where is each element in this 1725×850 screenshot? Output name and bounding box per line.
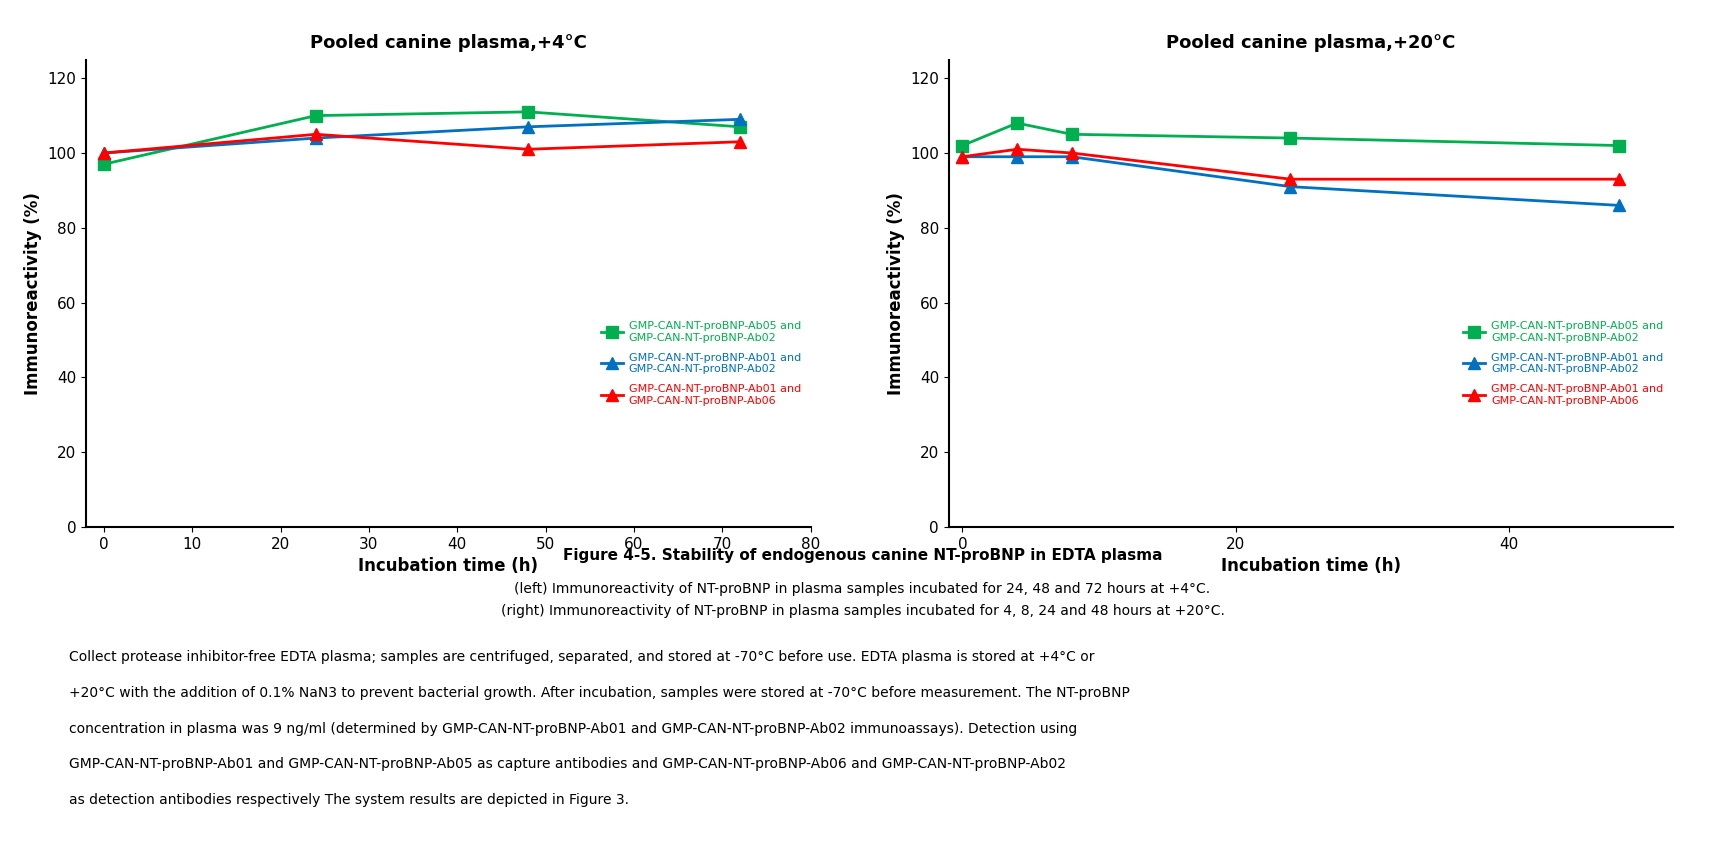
Title: Pooled canine plasma,+20°C: Pooled canine plasma,+20°C [1166,34,1456,53]
X-axis label: Incubation time (h): Incubation time (h) [359,558,538,575]
Text: GMP-CAN-NT-proBNP-Ab01 and GMP-CAN-NT-proBNP-Ab05 as capture antibodies and GMP-: GMP-CAN-NT-proBNP-Ab01 and GMP-CAN-NT-pr… [69,757,1066,771]
Text: (right) Immunoreactivity of NT-proBNP in plasma samples incubated for 4, 8, 24 a: (right) Immunoreactivity of NT-proBNP in… [500,604,1225,617]
Text: as detection antibodies respectively The system results are depicted in Figure 3: as detection antibodies respectively The… [69,793,630,807]
Y-axis label: Immunoreactivity (%): Immunoreactivity (%) [24,192,41,394]
Text: (left) Immunoreactivity of NT-proBNP in plasma samples incubated for 24, 48 and : (left) Immunoreactivity of NT-proBNP in … [514,582,1211,596]
Title: Pooled canine plasma,+4°C: Pooled canine plasma,+4°C [310,34,586,53]
Text: Collect protease inhibitor-free EDTA plasma; samples are centrifuged, separated,: Collect protease inhibitor-free EDTA pla… [69,650,1094,664]
Text: +20°C with the addition of 0.1% NaN3 to prevent bacterial growth. After incubati: +20°C with the addition of 0.1% NaN3 to … [69,686,1130,700]
X-axis label: Incubation time (h): Incubation time (h) [1221,558,1401,575]
Text: concentration in plasma was 9 ng/ml (determined by GMP-CAN-NT-proBNP-Ab01 and GM: concentration in plasma was 9 ng/ml (det… [69,722,1076,735]
Text: Figure 4-5. Stability of endogenous canine NT-proBNP in EDTA plasma: Figure 4-5. Stability of endogenous cani… [562,548,1163,564]
Legend: GMP-CAN-NT-proBNP-Ab05 and
GMP-CAN-NT-proBNP-Ab02, GMP-CAN-NT-proBNP-Ab01 and
GM: GMP-CAN-NT-proBNP-Ab05 and GMP-CAN-NT-pr… [597,316,806,411]
Y-axis label: Immunoreactivity (%): Immunoreactivity (%) [887,192,904,394]
Legend: GMP-CAN-NT-proBNP-Ab05 and
GMP-CAN-NT-proBNP-Ab02, GMP-CAN-NT-proBNP-Ab01 and
GM: GMP-CAN-NT-proBNP-Ab05 and GMP-CAN-NT-pr… [1459,316,1668,411]
